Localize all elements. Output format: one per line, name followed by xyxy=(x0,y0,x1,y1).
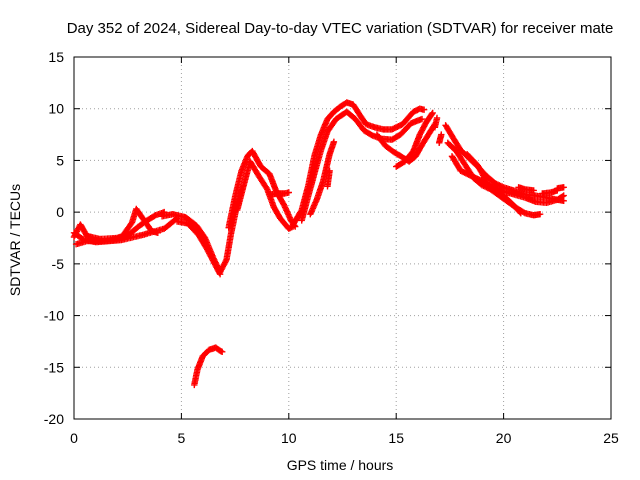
data-point xyxy=(433,114,441,122)
data-point xyxy=(429,109,436,117)
x-tick-label: 0 xyxy=(70,430,78,446)
x-tick-label: 5 xyxy=(178,430,186,446)
y-tick-label: -5 xyxy=(52,256,65,272)
y-tick-label: 15 xyxy=(48,49,64,65)
data-point xyxy=(517,210,524,217)
data-point xyxy=(219,348,226,355)
data-point xyxy=(326,167,333,174)
data-point xyxy=(263,184,270,192)
x-axis-label: GPS time / hours xyxy=(287,457,394,473)
x-tick-label: 10 xyxy=(281,430,297,446)
data-point xyxy=(330,138,338,145)
data-point xyxy=(530,187,537,194)
data-point xyxy=(560,184,567,191)
data-point xyxy=(285,189,292,196)
x-tick-label: 20 xyxy=(496,430,512,446)
y-tick-label: 10 xyxy=(48,101,64,117)
axis-ticks xyxy=(73,56,612,420)
y-tick-label: 0 xyxy=(56,204,64,220)
x-tick-labels: 0 5 10 15 20 25 xyxy=(70,430,619,446)
y-tick-label: -15 xyxy=(44,359,64,375)
y-tick-label: -20 xyxy=(44,411,64,427)
data-point xyxy=(438,131,445,138)
x-tick-label: 15 xyxy=(388,430,404,446)
y-tick-label: 5 xyxy=(56,152,64,168)
data-point xyxy=(559,193,566,200)
grid xyxy=(74,57,611,419)
data-point xyxy=(516,208,524,216)
chart-title: Day 352 of 2024, Sidereal Day-to-day VTE… xyxy=(67,20,614,37)
data-point xyxy=(418,115,426,123)
y-tick-label: -10 xyxy=(44,308,64,324)
data-point xyxy=(560,192,567,199)
data-point xyxy=(216,271,224,278)
x-tick-label: 25 xyxy=(603,430,619,446)
data-point xyxy=(216,269,223,276)
data-points xyxy=(70,99,567,389)
data-point xyxy=(536,211,544,218)
y-tick-labels: -20 -15 -10 -5 0 5 10 15 xyxy=(44,49,64,427)
y-axis-label: SDTVAR / TECUs xyxy=(7,184,23,296)
data-point xyxy=(420,106,428,113)
data-point xyxy=(428,110,436,118)
